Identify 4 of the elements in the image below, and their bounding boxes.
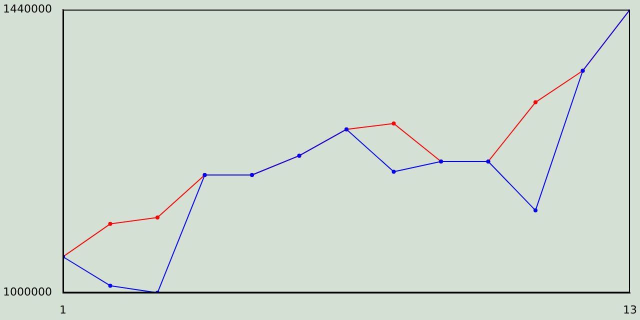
x-tick-label: 13 (623, 303, 637, 316)
y-tick-label: 1000000 (2, 286, 52, 299)
x-tick-label: 1 (59, 303, 66, 316)
y-tick-label: 1440000 (2, 2, 52, 16)
